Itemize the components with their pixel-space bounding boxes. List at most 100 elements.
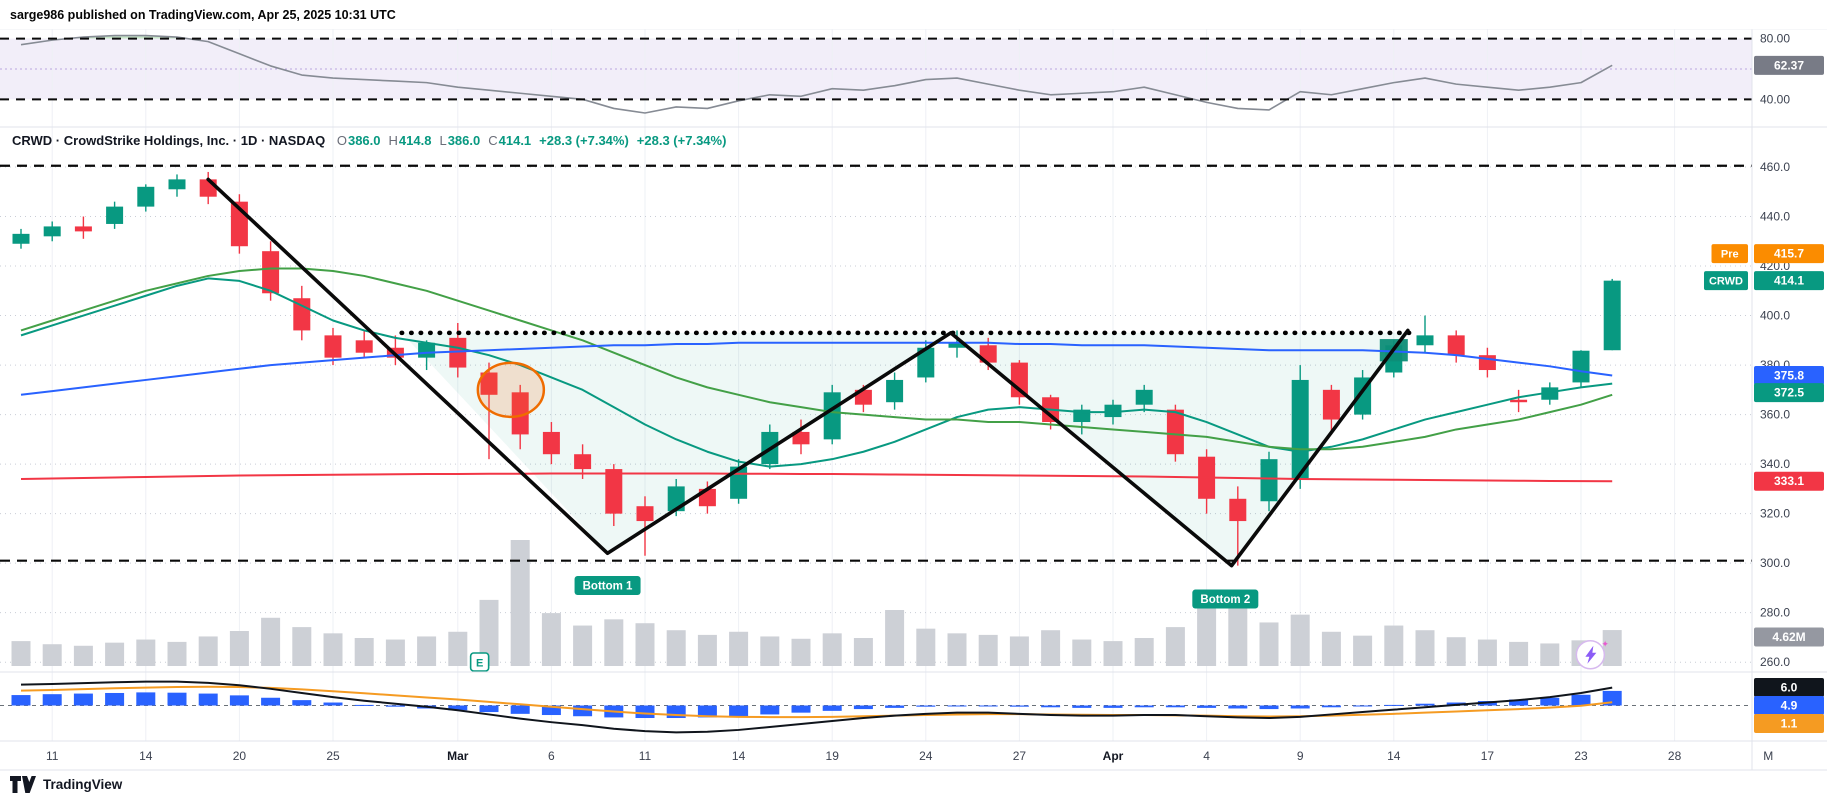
volume-bar (1041, 630, 1061, 666)
indicator-black-line (20, 680, 1613, 734)
ma-fast-badge (1754, 383, 1824, 403)
svg-text:333.1: 333.1 (1774, 474, 1804, 488)
candle (293, 298, 311, 331)
volume-bar (167, 641, 187, 666)
time-axis-label: 14 (139, 749, 153, 763)
ema-fast-line (20, 277, 1613, 468)
double-bottom-trendline[interactable] (206, 177, 1410, 568)
attribution-text: sarge986 published on TradingView.com, A… (10, 7, 396, 22)
candle (199, 179, 217, 197)
footer: TradingView (10, 776, 122, 793)
volume-bar (1165, 627, 1185, 666)
volume-bar (791, 638, 811, 666)
time-axis[interactable] (0, 741, 1827, 770)
candle (480, 372, 498, 395)
volume-bar (1415, 630, 1435, 666)
candle (1322, 389, 1340, 420)
candle (168, 179, 186, 190)
last-price-badge-chip (1704, 271, 1748, 291)
ma200-badge (1754, 471, 1824, 491)
ma-200-line (20, 472, 1613, 483)
candle (355, 340, 373, 353)
svg-text:375.8: 375.8 (1774, 368, 1804, 382)
volume-bar (11, 641, 31, 666)
bottom-label-box[interactable] (574, 575, 641, 595)
candle (12, 233, 30, 244)
svg-text:6.0: 6.0 (1781, 681, 1798, 695)
footer-brand[interactable]: TradingView (43, 777, 123, 792)
ohlc-key: H (388, 133, 398, 148)
volume-bar (73, 645, 93, 666)
ohlc-value: 386.0 (347, 133, 381, 148)
volume-bar (541, 613, 561, 666)
candle (511, 392, 529, 435)
ohlc-key: O (336, 133, 347, 148)
tradingview-logo-icon[interactable] (10, 776, 36, 793)
volume-bar (1384, 625, 1404, 666)
svg-text:4.9: 4.9 (1781, 699, 1798, 713)
symbol-legend[interactable]: CRWD · CrowdStrike Holdings, Inc. · 1D ·… (12, 133, 726, 148)
ohlc-value: 414.8 (398, 133, 432, 148)
indicator-orange-badge (1754, 714, 1824, 733)
candle (574, 454, 592, 470)
rsi-axis-upper-label: 80.00 (1760, 32, 1790, 46)
bottom-label-box[interactable] (1192, 589, 1259, 609)
candle (886, 379, 904, 403)
candle (917, 347, 935, 378)
ohlc-key: L (439, 133, 447, 148)
svg-text:Pre: Pre (1721, 249, 1739, 261)
ellipse-annotation[interactable] (476, 361, 546, 419)
symbol-title: CRWD · CrowdStrike Holdings, Inc. · 1D ·… (12, 133, 326, 148)
volume-bar (510, 540, 530, 666)
bottom-2-label: Bottom 2 (1200, 594, 1250, 606)
volume-bar (1072, 639, 1092, 666)
volume-bar (635, 623, 655, 666)
volume-bar (479, 599, 499, 666)
premarket-badge (1754, 244, 1824, 264)
ohlc-value: 414.1 (498, 133, 532, 148)
candle (1104, 404, 1122, 418)
volume-bar (292, 627, 312, 666)
svg-text:415.7: 415.7 (1774, 247, 1804, 261)
volume-bar (760, 636, 780, 666)
candle (1229, 498, 1247, 522)
volume-bar (1477, 639, 1497, 666)
price-axis-label: 340.0 (1760, 457, 1790, 471)
svg-text:4.62M: 4.62M (1772, 630, 1805, 644)
candle (449, 337, 467, 368)
earnings-icon[interactable] (469, 652, 490, 672)
volume-bar (42, 644, 62, 666)
price-axis-label: 300.0 (1760, 556, 1790, 570)
volume-badge (1754, 627, 1824, 647)
volume-bar (1446, 637, 1466, 666)
bottom-1-label: Bottom 1 (583, 580, 633, 592)
volume-bar (1103, 641, 1123, 666)
svg-text:372.5: 372.5 (1774, 386, 1804, 400)
price-scale[interactable] (1752, 29, 1827, 741)
change-value: +28.3 (+7.34%) (636, 133, 727, 148)
legend-ohlc: O386.0 H414.8 L386.0 C414.1 +28.3 (+7.34%) +2… (329, 133, 727, 148)
attribution-bar: sarge986 published on TradingView.com, A… (0, 0, 1827, 29)
volume-bar (947, 633, 967, 666)
indicator-blue-badge (1754, 696, 1824, 715)
volume-bar (198, 636, 218, 666)
candle (324, 335, 342, 358)
rsi-value-badge (1754, 55, 1824, 75)
candle (106, 206, 124, 224)
price-axis-label: 440.0 (1760, 210, 1790, 224)
time-axis-label: 9 (1297, 749, 1304, 763)
candle (1416, 335, 1434, 346)
ohlc-key: C (488, 133, 498, 148)
time-axis-label: 11 (639, 749, 652, 763)
candle (1135, 389, 1153, 405)
indicator-orange-line (20, 685, 1613, 719)
price-axis-label: 360.0 (1760, 408, 1790, 422)
candle (1010, 362, 1028, 398)
candle (1447, 335, 1465, 356)
price-axis-label: 460.0 (1760, 160, 1790, 174)
candle (418, 342, 436, 358)
volume-bar (666, 630, 686, 666)
candle (262, 251, 280, 294)
